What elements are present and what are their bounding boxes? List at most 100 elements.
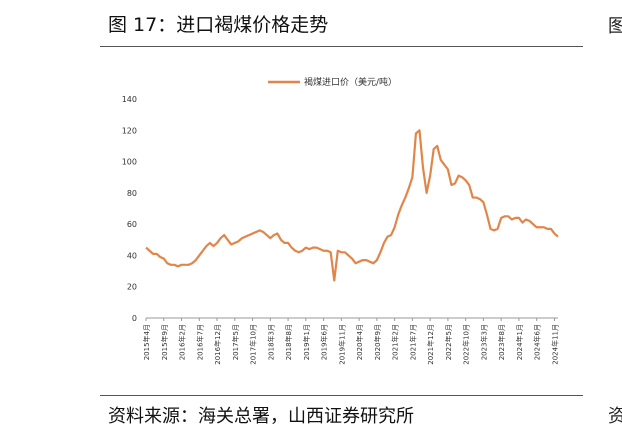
data-point — [390, 234, 392, 236]
data-point — [387, 236, 389, 238]
x-tick-label: 2024年1月 — [515, 324, 524, 360]
data-point — [269, 237, 271, 239]
data-point — [490, 228, 492, 230]
data-point — [230, 243, 232, 245]
data-point — [177, 265, 179, 267]
data-point — [415, 132, 417, 134]
data-point — [212, 245, 214, 247]
data-point — [209, 242, 211, 244]
x-tick-label: 2019年1月 — [302, 324, 311, 360]
x-tick-label: 2016年12月 — [213, 324, 222, 365]
data-point — [553, 233, 555, 235]
y-tick-label: 140 — [122, 95, 137, 104]
data-point — [500, 217, 502, 219]
data-point — [195, 259, 197, 261]
data-point — [305, 247, 307, 249]
data-point — [397, 214, 399, 216]
data-point — [550, 228, 552, 230]
source-divider — [100, 395, 583, 396]
data-point — [319, 248, 321, 250]
data-point — [557, 236, 559, 238]
data-point — [340, 251, 342, 253]
data-point — [301, 250, 303, 252]
title-divider — [100, 46, 583, 47]
data-point — [223, 234, 225, 236]
data-point — [312, 247, 314, 249]
data-point — [429, 175, 431, 177]
data-point — [497, 228, 499, 230]
data-point — [383, 242, 385, 244]
data-point — [298, 251, 300, 253]
data-point — [308, 248, 310, 250]
x-tick-label: 2015年4月 — [142, 324, 151, 360]
data-point — [514, 217, 516, 219]
x-tick-label: 2019年6月 — [320, 324, 329, 360]
data-point — [159, 256, 161, 258]
y-tick-label: 100 — [122, 158, 137, 167]
data-point — [355, 262, 357, 264]
data-point — [252, 233, 254, 235]
data-point — [511, 218, 513, 220]
data-point — [543, 226, 545, 228]
x-tick-label: 2022年5月 — [444, 324, 453, 360]
data-point — [376, 259, 378, 261]
figure-title: 图 17：进口褐煤价格走势 — [108, 14, 329, 36]
data-point — [326, 250, 328, 252]
data-point — [465, 179, 467, 181]
data-point — [458, 175, 460, 177]
data-point — [351, 258, 353, 260]
data-point — [344, 251, 346, 253]
data-point — [468, 184, 470, 186]
y-tick-label: 40 — [127, 251, 137, 260]
data-point — [216, 242, 218, 244]
x-tick-label: 2017年5月 — [231, 324, 240, 360]
data-point — [291, 247, 293, 249]
data-point — [450, 184, 452, 186]
data-point — [482, 201, 484, 203]
x-tick-label: 2024年11月 — [550, 324, 559, 365]
data-point — [284, 242, 286, 244]
series-points — [145, 129, 559, 281]
data-point — [493, 229, 495, 231]
data-point — [362, 259, 364, 261]
data-point — [394, 226, 396, 228]
data-point — [440, 159, 442, 161]
data-point — [248, 234, 250, 236]
data-point — [461, 176, 463, 178]
data-point — [454, 182, 456, 184]
data-point — [259, 229, 261, 231]
x-tick-label: 2018年8月 — [284, 324, 293, 360]
adjacent-source-fragment: 资 — [608, 406, 622, 427]
x-tick-label: 2021年7月 — [408, 324, 417, 360]
data-point — [475, 197, 477, 199]
data-point — [149, 250, 151, 252]
data-point — [347, 254, 349, 256]
x-tick-label: 2020年4月 — [355, 324, 364, 360]
data-point — [294, 250, 296, 252]
data-point — [365, 259, 367, 261]
data-point — [426, 192, 428, 194]
data-point — [536, 226, 538, 228]
data-point — [472, 197, 474, 199]
data-point — [546, 228, 548, 230]
data-point — [404, 197, 406, 199]
data-point — [255, 231, 257, 233]
data-point — [220, 237, 222, 239]
data-point — [170, 264, 172, 266]
data-point — [241, 237, 243, 239]
data-point — [163, 258, 165, 260]
x-tick-label: 2020年9月 — [373, 324, 382, 360]
legend-label: 褐煤进口价（美元/吨） — [304, 76, 397, 88]
data-point — [401, 204, 403, 206]
data-point — [330, 251, 332, 253]
data-point — [418, 129, 420, 131]
data-point — [276, 233, 278, 235]
data-point — [408, 187, 410, 189]
data-point — [379, 251, 381, 253]
data-point — [166, 262, 168, 264]
x-tick-label: 2022年10月 — [462, 324, 471, 365]
data-point — [191, 262, 193, 264]
x-tick-label: 2019年11月 — [337, 324, 346, 365]
x-tick-label: 2023年3月 — [479, 324, 488, 360]
data-point — [479, 198, 481, 200]
